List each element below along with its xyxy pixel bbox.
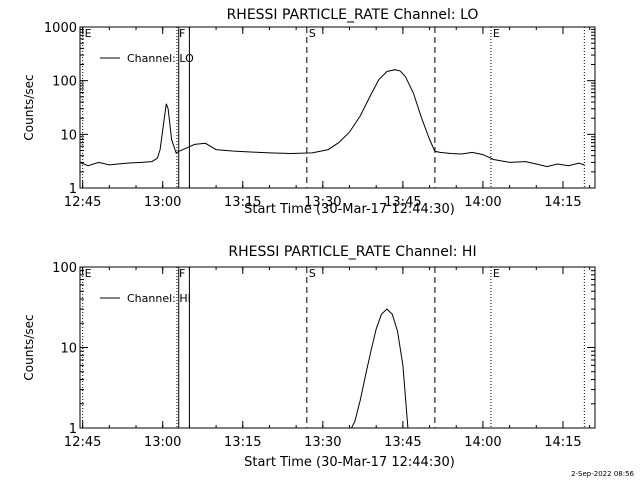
x-tick-label: 13:30: [304, 195, 341, 210]
y-axis-label: Counts/sec: [22, 74, 36, 140]
panel-0: RHESSI PARTICLE_RATE Channel: LO Start Ti…: [22, 7, 596, 217]
x-tick-label: 13:45: [384, 435, 421, 450]
event-marker-label: E: [493, 267, 500, 280]
legend-label: Channel: HI: [127, 292, 191, 305]
event-marker-label: S: [309, 267, 316, 280]
event-marker-label: F: [179, 27, 185, 40]
x-tick-label: 14:00: [464, 195, 501, 210]
event-marker-label: S: [309, 27, 316, 40]
legend-label: Channel: LO: [127, 52, 194, 65]
x-tick-label: 14:15: [544, 195, 581, 210]
y-tick-label: 1000: [44, 21, 77, 36]
panel-1: RHESSI PARTICLE_RATE Channel: HI Start Ti…: [22, 244, 596, 470]
chart-title: RHESSI PARTICLE_RATE Channel: LO: [227, 7, 479, 23]
chart-title: RHESSI PARTICLE_RATE Channel: HI: [228, 244, 476, 260]
event-marker-label: E: [493, 27, 500, 40]
x-tick-label: 12:45: [64, 195, 101, 210]
x-tick-label: 13:45: [384, 195, 421, 210]
footer-timestamp: 2-Sep-2022 08:56: [571, 470, 634, 478]
series-line: [350, 308, 409, 428]
y-tick-label: 1: [69, 422, 77, 437]
x-tick-label: 13:00: [144, 195, 181, 210]
x-axis-label: Start Time (30-Mar-17 12:44:30): [244, 202, 455, 217]
x-tick-label: 13:00: [144, 435, 181, 450]
y-tick-label: 1: [69, 182, 77, 197]
event-marker-label: F: [179, 267, 185, 280]
x-tick-label: 13:15: [224, 195, 261, 210]
x-tick-label: 13:30: [304, 435, 341, 450]
x-tick-label: 14:15: [544, 435, 581, 450]
plot-frame: [79, 26, 596, 189]
y-tick-label: 100: [52, 75, 77, 90]
event-marker-label: E: [85, 267, 92, 280]
y-tick-label: 100: [52, 261, 77, 276]
event-marker-label: E: [85, 27, 92, 40]
y-tick-label: 10: [60, 342, 77, 357]
x-tick-label: 14:00: [464, 435, 501, 450]
series-line: [80, 69, 585, 168]
x-axis-label: Start Time (30-Mar-17 12:44:30): [244, 455, 455, 470]
x-tick-label: 13:15: [224, 435, 261, 450]
y-axis-label: Counts/sec: [22, 314, 36, 380]
y-tick-label: 10: [60, 128, 77, 143]
x-tick-label: 12:45: [64, 435, 101, 450]
